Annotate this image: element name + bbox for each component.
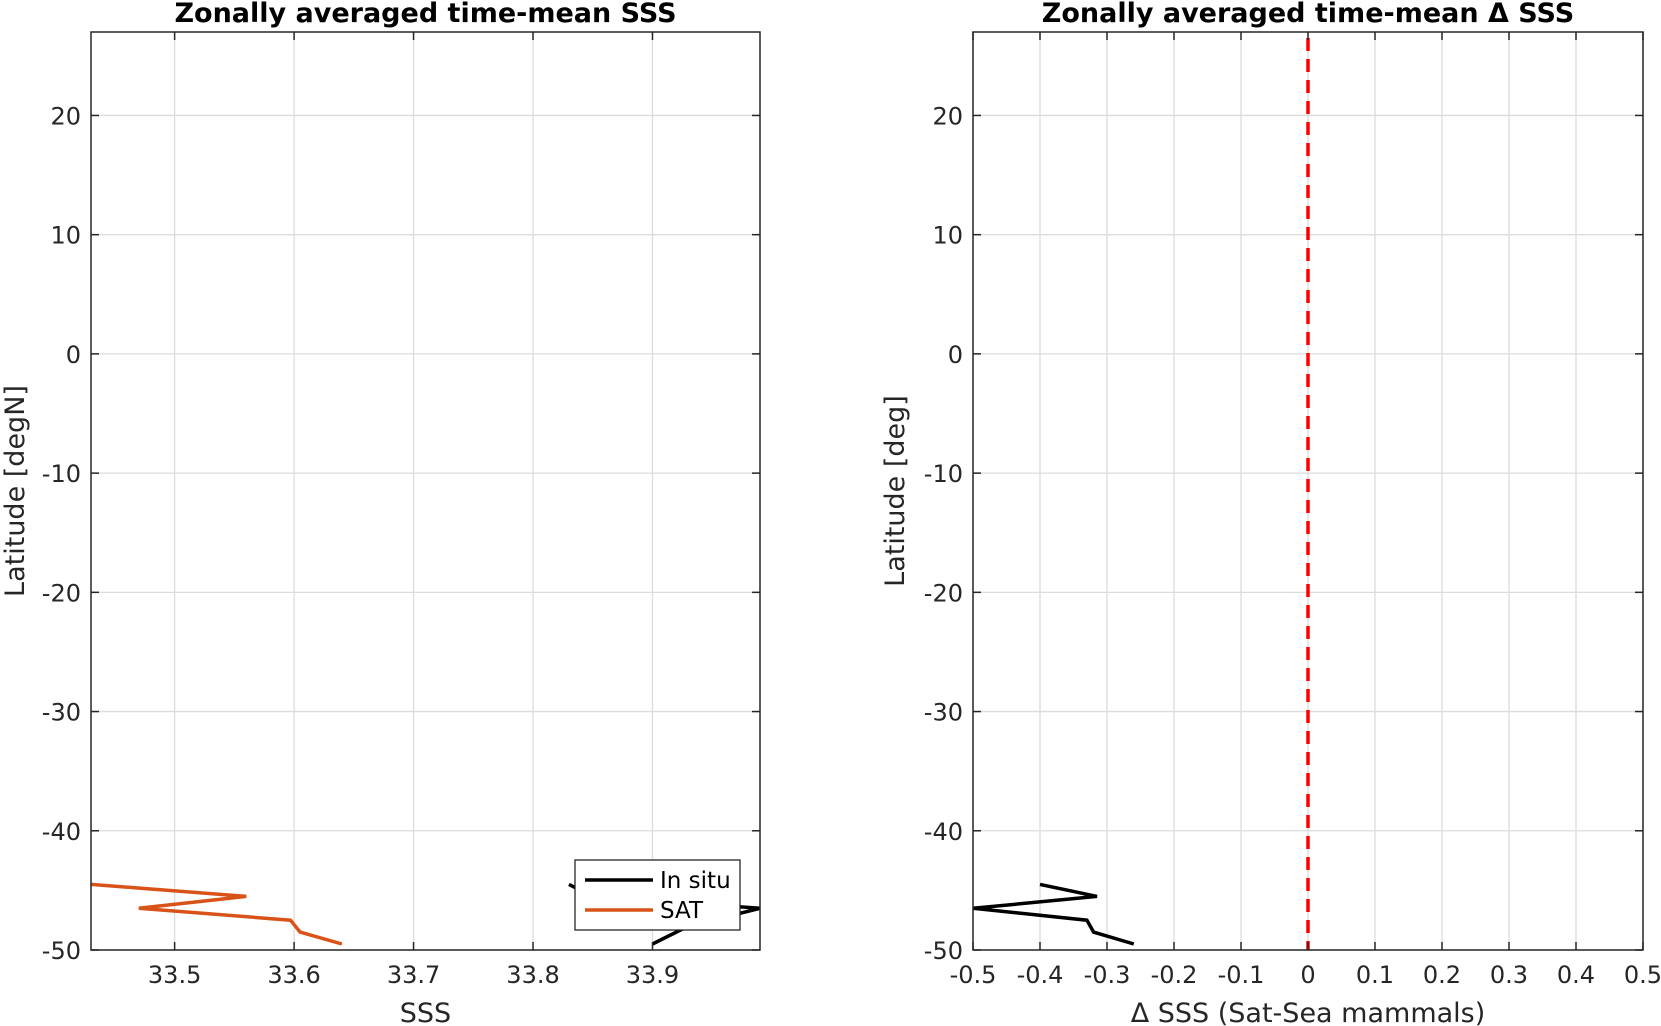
chart-1: 33.5 33.6 33.7 33.8 33.9 -50 -40 -30 -20 -10 0 10 20… [0,0,761,1026]
y-axis-label: Latitude [degN] [0,385,31,597]
x-tick-label: 33.8 [506,961,559,989]
y-tick-label: -10 [924,460,963,488]
x-tick-label: -0.3 [1084,961,1131,989]
x-tick-label: -0.2 [1151,961,1198,989]
x-tick-label: -0.1 [1218,961,1265,989]
series-line-2 [91,882,343,946]
legend-label-2: SAT [660,898,704,924]
axes-box [90,31,761,951]
chart-2: -0.5 -0.4 -0.3 -0.2 -0.1 0 0.1 0.2 0.3 0.4 0.5 -50 -… [880,0,1661,1026]
y-tick-label: 20 [932,102,963,130]
chart-title: Zonally averaged time-mean Δ SSS [1042,0,1574,29]
y-tick-label: 10 [932,222,963,250]
x-tick-label: 0.5 [1624,961,1661,989]
y-tick-label: 20 [50,102,81,130]
legend-box [574,859,741,931]
y-tick-label: -50 [42,937,81,965]
y-tick-label: 0 [66,341,81,369]
y-tick-label: 10 [50,222,81,250]
y-tick-label: -40 [924,818,963,846]
y-tick-label: -20 [42,579,81,607]
series-line-1 [973,882,1135,946]
y-tick-label: -30 [42,699,81,727]
x-tick-label: 0 [1300,961,1315,989]
x-axis-label: Δ SSS (Sat-Sea mammals) [1131,998,1486,1026]
x-tick-label: 33.7 [387,961,440,989]
x-tick-label: -0.5 [950,961,997,989]
y-tick-label: -10 [42,460,81,488]
legend: In situ SAT [574,859,741,931]
x-tick-label: 0.1 [1356,961,1394,989]
x-tick-label: 33.9 [626,961,679,989]
y-axis-label: Latitude [deg] [880,395,911,587]
x-tick-label: 0.3 [1490,961,1528,989]
x-tick-label: 0.2 [1423,961,1461,989]
x-tick-label: 0.4 [1557,961,1595,989]
x-axis-label: SSS [400,998,451,1026]
x-tick-label: 33.6 [267,961,320,989]
y-tick-label: 0 [948,341,963,369]
y-tick-label: -50 [924,937,963,965]
legend-label-1: In situ [660,868,731,894]
chart-title: Zonally averaged time-mean SSS [174,0,676,29]
y-tick-label: -30 [924,699,963,727]
y-tick-label: -40 [42,818,81,846]
x-tick-label: 33.5 [148,961,201,989]
y-tick-label: -20 [924,579,963,607]
x-tick-label: -0.4 [1017,961,1064,989]
